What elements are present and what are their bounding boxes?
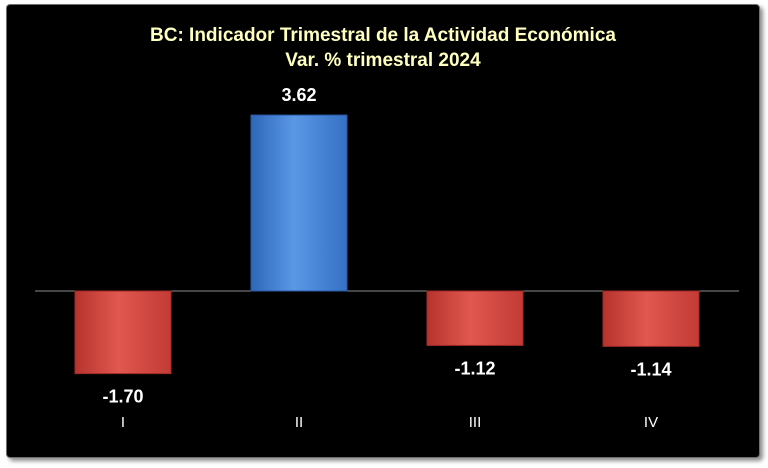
chart-title: BC: Indicador Trimestral de la Actividad…: [150, 25, 616, 46]
chart-area: BC: Indicador Trimestral de la Actividad…: [6, 4, 760, 458]
x-tick-label-IV: IV: [644, 414, 658, 431]
x-tick-label-II: II: [295, 414, 303, 431]
data-label-II: 3.62: [281, 85, 316, 105]
bar-III: [426, 290, 524, 346]
bar-IV: [602, 290, 700, 347]
plot-area: -1.70 I 3.62 II -1.12 III -1.14 IV: [35, 85, 739, 431]
data-label-IV: -1.14: [630, 359, 671, 379]
chart-title-block: BC: Indicador Trimestral de la Actividad…: [7, 23, 759, 73]
data-label-III: -1.12: [454, 358, 495, 378]
bar-II: [250, 114, 348, 292]
chart-subtitle: Var. % trimestral 2024: [285, 50, 481, 71]
x-tick-label-I: I: [121, 414, 125, 431]
data-label-I: -1.70: [102, 387, 143, 407]
x-tick-label-III: III: [469, 414, 482, 431]
bar-I: [74, 290, 172, 375]
